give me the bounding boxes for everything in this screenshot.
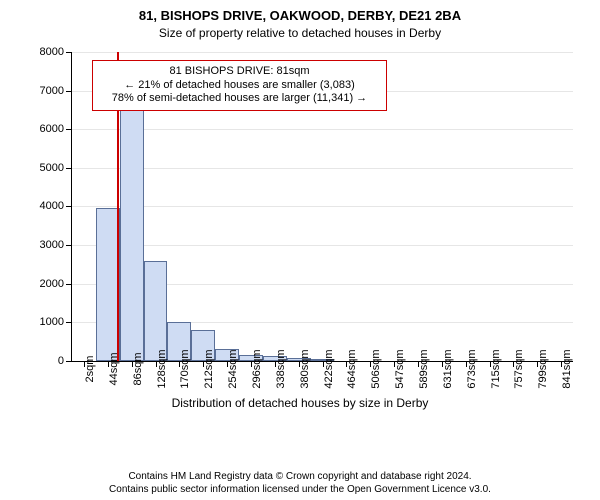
y-tick: [66, 245, 72, 246]
chart-subtitle: Size of property relative to detached ho…: [0, 26, 600, 40]
gridline: [72, 52, 573, 53]
footer-text: Contains HM Land Registry data © Crown c…: [0, 470, 600, 496]
x-tick-label: 2sqm: [84, 356, 96, 383]
y-tick: [66, 91, 72, 92]
y-tick: [66, 168, 72, 169]
y-tick: [66, 206, 72, 207]
x-tick-label: 128sqm: [156, 349, 168, 388]
y-tick-label: 6000: [40, 123, 64, 135]
chart-title: 81, BISHOPS DRIVE, OAKWOOD, DERBY, DE21 …: [0, 8, 600, 24]
annotation-box: 81 BISHOPS DRIVE: 81sqm← 21% of detached…: [92, 60, 387, 111]
x-tick-label: 506sqm: [370, 349, 382, 388]
x-tick-label: 296sqm: [251, 349, 263, 388]
x-tick-label: 757sqm: [513, 349, 525, 388]
y-tick: [66, 129, 72, 130]
gridline: [72, 245, 573, 246]
gridline: [72, 168, 573, 169]
x-tick-label: 589sqm: [418, 349, 430, 388]
x-tick-label: 547sqm: [394, 349, 406, 388]
x-tick-label: 673sqm: [466, 349, 478, 388]
x-tick-label: 799sqm: [537, 349, 549, 388]
x-tick-label: 254sqm: [227, 349, 239, 388]
footer-line-1: Contains HM Land Registry data © Crown c…: [128, 471, 471, 482]
bar: [96, 208, 120, 361]
y-tick-label: 1000: [40, 316, 64, 328]
y-tick-label: 4000: [40, 200, 64, 212]
x-tick-label: 170sqm: [179, 349, 191, 388]
gridline: [72, 206, 573, 207]
y-tick-label: 8000: [40, 46, 64, 58]
y-tick-label: 0: [58, 355, 64, 367]
bar: [144, 261, 168, 361]
x-tick-label: 338sqm: [275, 349, 287, 388]
footer-line-2: Contains public sector information licen…: [109, 484, 491, 495]
plot-area: 0100020003000400050006000700080002sqm44s…: [71, 52, 573, 362]
x-tick-label: 631sqm: [442, 349, 454, 388]
chart-container: Number of detached properties 0100020003…: [15, 44, 585, 426]
y-tick-label: 5000: [40, 162, 64, 174]
y-tick-label: 2000: [40, 278, 64, 290]
gridline: [72, 129, 573, 130]
y-tick: [66, 284, 72, 285]
page-root: 81, BISHOPS DRIVE, OAKWOOD, DERBY, DE21 …: [0, 0, 600, 500]
x-tick-label: 212sqm: [203, 349, 215, 388]
bar: [120, 100, 144, 361]
x-tick-label: 715sqm: [490, 349, 502, 388]
x-tick-label: 841sqm: [561, 349, 573, 388]
x-axis-title: Distribution of detached houses by size …: [172, 396, 429, 410]
annotation-line: ← 21% of detached houses are smaller (3,…: [99, 79, 380, 93]
annotation-line: 81 BISHOPS DRIVE: 81sqm: [99, 65, 380, 79]
y-tick: [66, 52, 72, 53]
y-tick-label: 7000: [40, 85, 64, 97]
y-tick: [66, 322, 72, 323]
x-tick-label: 380sqm: [299, 349, 311, 388]
x-tick-label: 422sqm: [323, 349, 335, 388]
y-tick-label: 3000: [40, 239, 64, 251]
annotation-line: 78% of semi-detached houses are larger (…: [99, 92, 380, 106]
y-tick: [66, 361, 72, 362]
x-tick-label: 86sqm: [132, 352, 144, 385]
x-tick-label: 464sqm: [346, 349, 358, 388]
